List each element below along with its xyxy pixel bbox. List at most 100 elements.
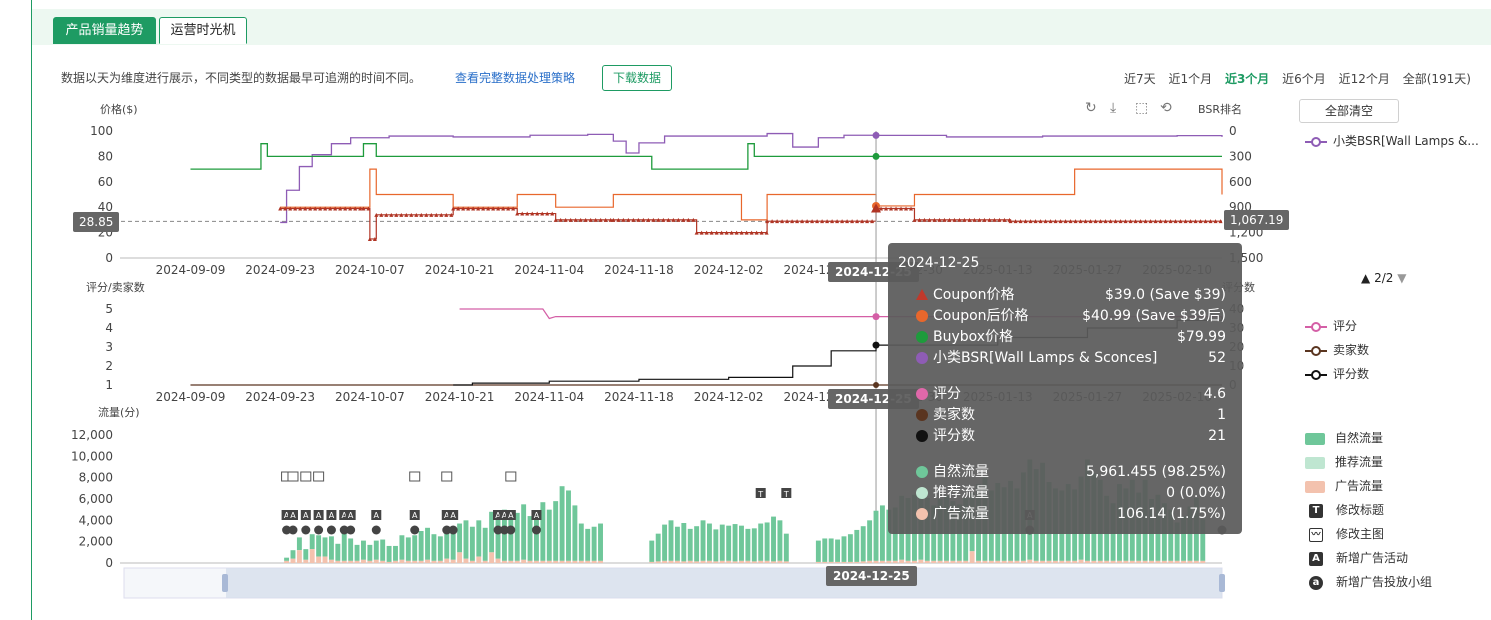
- new-campaign-event-icon: [371, 510, 382, 520]
- zoom-handle-left-icon[interactable]: [222, 574, 228, 592]
- coupon-triangle-marker: [535, 211, 540, 216]
- ads-traffic-bar: [706, 560, 712, 563]
- legend-item-sellers[interactable]: 卖家数: [1305, 342, 1369, 358]
- new-campaign-event-glyph: A: [329, 511, 335, 520]
- pager-down-icon[interactable]: ▼: [1397, 271, 1407, 285]
- coupon-triangle-marker: [593, 217, 598, 222]
- legend-item-new-ad-group[interactable]: a 新增广告投放小组: [1305, 574, 1432, 590]
- coupon-triangle-marker: [1218, 219, 1223, 224]
- refresh-icon[interactable]: ↻: [1085, 100, 1097, 116]
- coupon-triangle-marker: [545, 211, 550, 216]
- range-3-months[interactable]: 近3个月: [1224, 72, 1270, 86]
- legend-item-edit-title[interactable]: T 修改标题: [1305, 502, 1384, 518]
- ads-traffic-bar: [1097, 560, 1103, 563]
- clear-all-button[interactable]: 全部清空: [1299, 99, 1399, 123]
- organic-traffic-bar: [501, 509, 507, 561]
- coupon-triangle-marker: [361, 206, 366, 211]
- coupon-triangle-marker: [775, 219, 780, 224]
- organic-traffic-bar: [527, 516, 533, 561]
- legend-item-bsr[interactable]: 小类BSR[Wall Lamps &...: [1305, 133, 1479, 149]
- coupon-triangle-marker: [927, 217, 932, 222]
- range-7-days[interactable]: 近7天: [1124, 72, 1156, 86]
- traffic-axis-title: 流量(分): [98, 405, 140, 419]
- price-x-tick-label: 2024-09-09: [156, 263, 226, 277]
- tab-product-sales-trend[interactable]: 产品销量趋势: [53, 17, 156, 44]
- data-notice-text: 数据以天为维度进行展示，不同类型的数据最早可追溯的时间不同。: [61, 71, 422, 85]
- coupon-triangle-marker: [608, 217, 613, 222]
- legend-ads-swatch: [1305, 480, 1325, 493]
- legend-item-new-campaign[interactable]: A 新增广告活动: [1305, 550, 1408, 566]
- range-6-months[interactable]: 近6个月: [1282, 72, 1326, 86]
- coupon-triangle-marker: [825, 219, 830, 224]
- new-ad-group-event-icon: [314, 525, 324, 535]
- legend-item-ads[interactable]: 广告流量: [1305, 478, 1383, 494]
- coupon-triangle-marker: [1183, 219, 1188, 224]
- coupon-triangle-marker: [353, 206, 358, 211]
- legend-new-ad-group-label: 新增广告投放小组: [1336, 575, 1433, 589]
- organic-traffic-bar: [815, 540, 821, 562]
- coupon-triangle-marker: [1143, 219, 1148, 224]
- organic-traffic-bar: [566, 490, 571, 561]
- zoom-handle-right-icon[interactable]: [1219, 574, 1225, 592]
- panel-left-border: [31, 0, 32, 620]
- coupon-triangle-marker: [686, 217, 691, 222]
- tooltip-row-recommended: 推荐流量 0 (0.0%): [916, 484, 1226, 502]
- tooltip-row-organic: 自然流量 5,961.455 (98.25%): [916, 463, 1226, 481]
- ads-traffic-bar: [322, 556, 328, 563]
- range-12-months[interactable]: 近12个月: [1338, 72, 1390, 86]
- ads-traffic-bar: [1161, 560, 1167, 563]
- legend-item-organic[interactable]: 自然流量: [1305, 430, 1383, 446]
- organic-traffic-bar: [469, 526, 475, 561]
- coupon-triangle-marker: [456, 206, 461, 211]
- ads-traffic-bar: [1193, 560, 1199, 563]
- legend-item-review-count[interactable]: 评分数: [1305, 366, 1369, 382]
- coupon-triangle-marker: [967, 217, 972, 222]
- zoom-icon[interactable]: ⬚: [1135, 100, 1148, 116]
- restore-icon[interactable]: ⟲: [1160, 100, 1172, 116]
- download-data-button[interactable]: 下载数据: [602, 65, 672, 91]
- organic-traffic-bar: [739, 525, 744, 561]
- organic-traffic-bar: [328, 536, 334, 560]
- range-all[interactable]: 全部(191天): [1402, 72, 1471, 86]
- coupon-triangle-marker: [318, 206, 323, 211]
- coupon-triangle-marker: [374, 212, 379, 217]
- tab-operations-time-machine[interactable]: 运营时光机: [159, 17, 247, 44]
- ads-traffic-bar: [521, 559, 527, 563]
- coupon-triangle-marker: [899, 206, 904, 211]
- download-chart-icon[interactable]: ⤓: [1110, 100, 1116, 116]
- legend-item-rating[interactable]: 评分: [1305, 318, 1357, 334]
- data-policy-link[interactable]: 查看完整数据处理策略: [455, 71, 576, 85]
- new-campaign-event-icon: [287, 510, 298, 520]
- coupon-triangle-marker: [424, 212, 429, 217]
- ads-traffic-bar: [431, 560, 437, 563]
- coupon-triangle-marker: [1118, 219, 1123, 224]
- ads-traffic-bar: [886, 560, 892, 563]
- range-1-month[interactable]: 近1个月: [1168, 72, 1213, 86]
- ads-traffic-bar: [662, 560, 668, 563]
- coupon-triangle-marker: [1053, 219, 1058, 224]
- circle-marker-icon: [916, 508, 928, 520]
- rating-tick-label: 4: [105, 321, 113, 335]
- coupon-triangle-marker: [1108, 219, 1113, 224]
- coupon-triangle-marker: [491, 206, 496, 211]
- tooltip-date: 2024-12-25: [898, 255, 980, 271]
- chart-tooltip: 2024-12-25 Coupon价格 $39.0 (Save $39) Coup…: [888, 243, 1242, 534]
- organic-traffic-bar: [546, 509, 552, 561]
- ads-traffic-bar: [1117, 560, 1122, 563]
- legend-item-recommended[interactable]: 推荐流量: [1305, 454, 1383, 470]
- coupon-triangle-marker: [439, 212, 444, 217]
- tooltip-row-ads: 广告流量 106.14 (1.75%): [916, 505, 1226, 523]
- zoom-slider-selection[interactable]: [226, 568, 1222, 598]
- legend-item-edit-main-image[interactable]: 〰修改主图: [1305, 526, 1384, 542]
- ads-traffic-bar: [822, 561, 828, 563]
- ads-traffic-bar: [988, 560, 994, 563]
- legend-rating-label: 评分: [1333, 319, 1358, 333]
- pager-up-icon[interactable]: ▲: [1361, 271, 1371, 285]
- ads-traffic-bar: [963, 560, 969, 563]
- new-ad-group-event-icon: [499, 525, 509, 535]
- bsr-tick-label: 300: [1229, 149, 1252, 163]
- coupon-triangle-marker: [621, 217, 626, 222]
- ads-traffic-bar: [399, 559, 405, 563]
- new-campaign-event-icon: [313, 510, 324, 520]
- coupon-triangle-marker: [1203, 219, 1208, 224]
